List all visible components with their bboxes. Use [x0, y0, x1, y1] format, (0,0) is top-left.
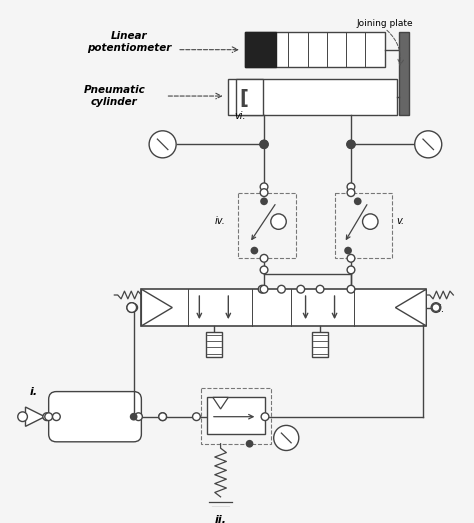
Circle shape — [260, 286, 268, 293]
Circle shape — [260, 141, 268, 148]
Text: iii.: iii. — [434, 304, 446, 314]
Circle shape — [278, 286, 285, 293]
Circle shape — [135, 413, 142, 420]
Circle shape — [45, 413, 53, 420]
Text: i.: i. — [29, 388, 37, 397]
Circle shape — [297, 286, 305, 293]
Circle shape — [273, 425, 299, 450]
Polygon shape — [395, 289, 426, 326]
Circle shape — [271, 214, 286, 229]
Bar — [207, 397, 265, 434]
Polygon shape — [141, 289, 172, 326]
Circle shape — [347, 286, 355, 293]
Circle shape — [261, 413, 269, 420]
Text: iv.: iv. — [215, 215, 226, 225]
Circle shape — [347, 266, 355, 274]
Circle shape — [346, 140, 356, 149]
Text: v.: v. — [396, 215, 404, 225]
Circle shape — [259, 140, 269, 149]
Circle shape — [18, 412, 27, 422]
Circle shape — [415, 131, 442, 158]
Circle shape — [260, 254, 268, 262]
Circle shape — [260, 189, 268, 197]
Circle shape — [260, 183, 268, 191]
Text: Linear
potentiometer: Linear potentiometer — [87, 31, 171, 53]
Circle shape — [127, 303, 137, 312]
Text: Joining plate: Joining plate — [356, 19, 413, 28]
Circle shape — [316, 286, 324, 293]
Circle shape — [130, 413, 137, 420]
Bar — [335, 192, 392, 258]
Circle shape — [432, 304, 440, 311]
Circle shape — [363, 214, 378, 229]
Bar — [206, 332, 221, 357]
Circle shape — [251, 247, 258, 254]
Circle shape — [159, 413, 166, 420]
Circle shape — [431, 303, 441, 312]
Circle shape — [344, 247, 352, 254]
Bar — [141, 289, 426, 326]
Bar — [312, 332, 328, 357]
Bar — [236, 78, 263, 116]
Circle shape — [159, 413, 166, 420]
Bar — [399, 32, 409, 116]
Circle shape — [258, 286, 266, 293]
Bar — [238, 192, 296, 258]
Bar — [245, 32, 385, 67]
Circle shape — [130, 304, 137, 311]
Bar — [228, 78, 397, 116]
Circle shape — [347, 189, 355, 197]
Polygon shape — [213, 397, 228, 409]
Bar — [245, 32, 276, 67]
Circle shape — [347, 183, 355, 191]
Circle shape — [149, 131, 176, 158]
Circle shape — [53, 413, 60, 420]
Text: Pneumatic
cylinder: Pneumatic cylinder — [83, 85, 145, 107]
Text: [: [ — [239, 89, 248, 108]
Circle shape — [347, 254, 355, 262]
Circle shape — [260, 266, 268, 274]
Circle shape — [354, 198, 362, 205]
Text: ii.: ii. — [215, 515, 227, 523]
Polygon shape — [26, 407, 45, 426]
Bar — [201, 388, 271, 444]
Text: vi.: vi. — [234, 111, 246, 121]
Circle shape — [347, 141, 355, 148]
FancyBboxPatch shape — [49, 392, 141, 442]
Circle shape — [127, 303, 137, 312]
Circle shape — [260, 198, 268, 205]
Circle shape — [43, 413, 51, 420]
Circle shape — [246, 440, 254, 448]
Circle shape — [192, 413, 201, 420]
